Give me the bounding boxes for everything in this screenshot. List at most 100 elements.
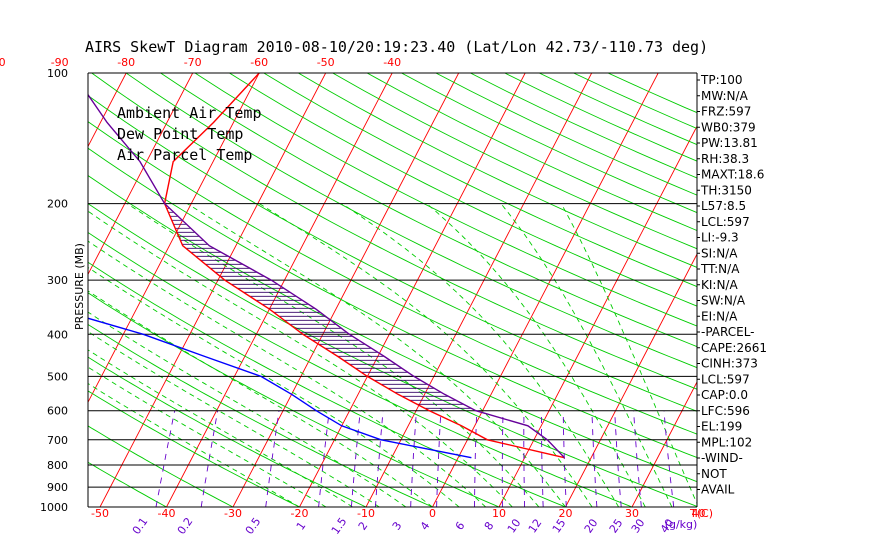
stability-index: CINH:373: [701, 357, 758, 371]
top-temp-tick-labels: -120-110-100-90-80-70-60-50-40: [0, 56, 401, 69]
stability-index: L57:8.5: [701, 199, 746, 213]
pressure-tick-label: 200: [47, 198, 68, 211]
dry-adiabat: [332, 73, 697, 250]
chart-title: AIRS SkewT Diagram 2010-08-10/20:19:23.4…: [85, 38, 708, 56]
stability-index: LFC:596: [701, 404, 750, 418]
dry-adiabat: [88, 147, 697, 458]
isotherm-line: [498, 125, 697, 507]
mixing-ratio-line: [200, 410, 219, 507]
stability-index: TT:N/A: [700, 262, 740, 276]
legend-dewpoint: Dew Point Temp: [117, 125, 243, 143]
isotherm-line: [88, 73, 194, 276]
bottom-temp-tick-label: 30: [625, 507, 639, 520]
bottom-temp-tick-label: 0: [429, 507, 436, 520]
dry-adiabat: [88, 461, 167, 507]
bottom-temp-tick-label: -40: [158, 507, 176, 520]
isotherm-line: [99, 73, 327, 507]
y-axis-label: PRESSURE (MB): [73, 243, 86, 330]
stability-index: -PARCEL-: [701, 325, 755, 339]
pressure-tick-label: 1000: [40, 501, 68, 514]
bottom-temp-tick-label: 40: [692, 507, 706, 520]
moist-adiabat: [560, 203, 697, 505]
pressure-tick-label: 100: [47, 67, 68, 80]
bottom-temp-unit: T(C): [689, 507, 713, 520]
stability-index: TH:3150: [700, 183, 752, 197]
mixing-ratio-line: [155, 410, 176, 507]
mixing-ratio-line: [633, 410, 642, 507]
isotherm-line: [565, 253, 697, 507]
bottom-temp-tick-labels: -50 -40 -30 -20 -10 0 10 20 30 40T(C): [91, 507, 713, 520]
pressure-tick-labels: 100 200 300 400 500 600 700 800 900 1000: [40, 67, 68, 514]
stability-index: CAPE:2661: [701, 341, 767, 355]
stability-index: SW:N/A: [701, 294, 746, 308]
mixing-ratio-unit: (g/kg): [665, 518, 698, 531]
stability-index: -WIND-: [701, 451, 743, 465]
mixing-ratio-line: [501, 410, 504, 507]
pressure-tick-label: 500: [47, 370, 68, 383]
dry-adiabat: [88, 95, 697, 412]
stability-index: FRZ:597: [701, 105, 751, 119]
dry-adiabat: [88, 261, 566, 507]
dry-adiabat: [263, 73, 697, 288]
moist-adiabat: [500, 203, 673, 507]
stability-index: MPL:102: [701, 435, 752, 449]
bottom-temp-tick-label: -20: [291, 507, 309, 520]
dry-adiabat: [298, 73, 697, 268]
bottom-temp-tick-label: -50: [91, 507, 109, 520]
isotherm-line: [88, 73, 127, 148]
pressure-tick-label: 600: [47, 405, 68, 418]
stability-index: LCL:597: [701, 215, 750, 229]
pressure-tick-label: 700: [47, 434, 68, 447]
mixing-ratio-line: [663, 410, 675, 507]
mixing-ratio-line: [591, 410, 598, 507]
stability-index: RH:38.3: [701, 152, 749, 166]
stability-index: MW:N/A: [701, 89, 749, 103]
dry-adiabat: [229, 73, 697, 307]
isotherm-line: [299, 73, 526, 507]
ambient-temp-line: [163, 73, 565, 459]
dry-adiabat: [88, 425, 234, 507]
top-temp-tick-label: -70: [184, 56, 202, 69]
mixing-ratio-line: [436, 410, 442, 507]
pressure-tick-label: 900: [47, 481, 68, 494]
dry-adiabat: [88, 292, 500, 507]
mixing-ratio-line: [374, 410, 384, 507]
stability-index: EI:N/A: [701, 309, 738, 323]
moist-adiabat: [341, 203, 620, 507]
dry-adiabat: [160, 73, 697, 348]
mixing-ratio-line: [614, 410, 622, 507]
legend: Ambient Air Temp Dew Point Temp Air Parc…: [117, 104, 262, 164]
top-temp-tick-label: -60: [250, 56, 268, 69]
dry-adiabat: [194, 73, 697, 327]
isotherm-line: [631, 381, 697, 507]
stability-index: TP:100: [700, 73, 743, 87]
dry-adiabat: [88, 231, 633, 507]
stability-index: PW:13.81: [701, 136, 758, 150]
dry-adiabat: [88, 174, 697, 483]
isotherm-line: [232, 73, 460, 507]
dry-adiabat: [125, 73, 697, 369]
stability-index: SI:N/A: [701, 246, 738, 260]
top-temp-tick-label: -80: [117, 56, 135, 69]
mixing-ratio-line: [474, 410, 478, 507]
mixing-ratio-line: [265, 410, 280, 507]
bottom-temp-tick-label: 20: [559, 507, 573, 520]
legend-ambient: Ambient Air Temp: [117, 104, 262, 122]
dry-adiabat: [88, 121, 697, 435]
stability-index: MAXT:18.6: [701, 168, 764, 182]
mixing-ratio-line: [540, 410, 544, 507]
stability-index: CAP:0.0: [701, 388, 748, 402]
isotherm-line: [88, 73, 260, 404]
sounding-profiles: [88, 73, 566, 459]
stability-index: KI:N/A: [701, 278, 738, 292]
top-temp-tick-label: -50: [317, 56, 335, 69]
dry-adiabat: [88, 323, 433, 507]
pressure-tick-label: 300: [47, 274, 68, 287]
stability-index: LCL:597: [701, 372, 750, 386]
top-temp-tick-label: -100: [0, 56, 6, 69]
pressure-tick-label: 800: [47, 459, 68, 472]
top-temp-tick-label: -90: [51, 56, 69, 69]
stability-index: WB0:379: [701, 120, 756, 134]
